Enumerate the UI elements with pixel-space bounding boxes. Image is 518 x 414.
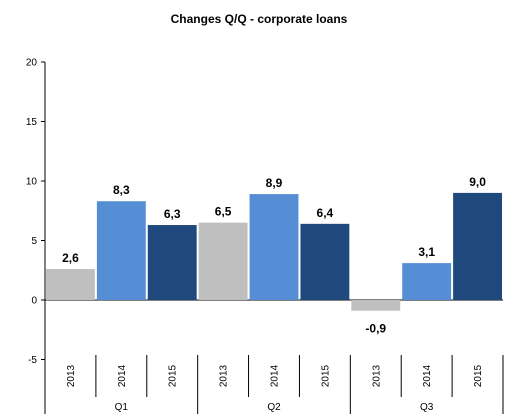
x-category-label: 2013 — [371, 364, 382, 387]
data-label: 9,0 — [469, 175, 486, 189]
data-label: 8,3 — [113, 183, 130, 197]
x-category-label: 2015 — [168, 364, 179, 387]
bar-q2-2013 — [198, 222, 248, 300]
bar-q2-2015 — [300, 223, 350, 300]
data-label: 2,6 — [62, 251, 79, 265]
x-category-label: 2014 — [270, 364, 281, 387]
x-category-label: 2013 — [66, 364, 77, 387]
bar-q3-2014 — [402, 263, 452, 300]
bar-q3-2013 — [351, 300, 401, 311]
bar-q3-2015 — [453, 192, 502, 300]
x-category-label: 2015 — [320, 364, 331, 387]
x-category-label: 2013 — [219, 364, 230, 387]
data-label: 8,9 — [266, 176, 283, 190]
data-label: -0,9 — [365, 322, 386, 336]
bar-q2-2014 — [249, 194, 299, 300]
chart-bars — [46, 192, 502, 311]
chart-x-axis: 2013 2014 2015 2013 2014 2015 2013 2014 2015 Q1 Q2… — [44, 355, 504, 414]
x-group-label: Q1 — [115, 402, 129, 413]
y-tick-label: 5 — [31, 236, 37, 247]
y-tick-label: 20 — [26, 58, 38, 69]
y-tick-label: 15 — [26, 117, 38, 128]
data-label: 6,4 — [317, 206, 334, 220]
bar-q1-2013 — [46, 269, 95, 300]
chart-title: Changes Q/Q - corporate loans — [170, 12, 348, 26]
y-tick-label: 0 — [31, 296, 37, 307]
x-category-label: 2014 — [117, 364, 128, 387]
x-group-label: Q2 — [267, 402, 281, 413]
y-tick-label: -5 — [28, 355, 37, 366]
bar-q1-2015 — [147, 225, 197, 300]
data-label: 3,1 — [418, 245, 435, 259]
x-group-label: Q3 — [420, 402, 434, 413]
bar-q1-2014 — [96, 201, 146, 300]
data-label: 6,5 — [215, 205, 232, 219]
chart-data-labels: 2,6 8,3 6,3 6,5 8,9 6,4 -0,9 3,1 9,0 — [62, 175, 486, 336]
x-category-label: 2015 — [473, 364, 484, 387]
y-tick-label: 10 — [26, 177, 38, 188]
x-category-label: 2014 — [422, 364, 433, 387]
data-label: 6,3 — [164, 207, 181, 221]
